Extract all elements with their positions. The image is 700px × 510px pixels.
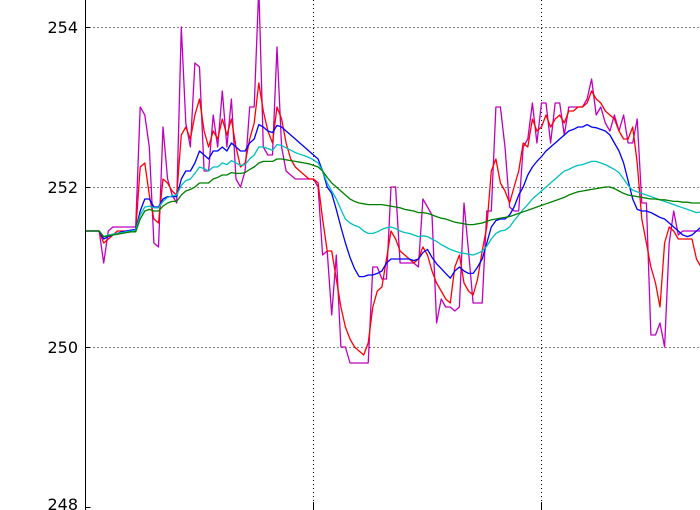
series-line-3: [85, 123, 700, 279]
series-line-2: [85, 82, 700, 356]
tick-labels: 248 250 252 254: [47, 18, 542, 510]
series-line-4: [85, 143, 700, 256]
y-tick-label: 248: [47, 495, 78, 510]
y-tick-label: 250: [47, 338, 78, 357]
y-tick-label: 254: [47, 18, 78, 37]
series-line-5: [85, 158, 700, 238]
grid-lines: [85, 0, 700, 510]
series-lines: [85, 0, 700, 364]
series-line-1: [85, 0, 700, 364]
y-tick-label: 252: [47, 178, 78, 197]
